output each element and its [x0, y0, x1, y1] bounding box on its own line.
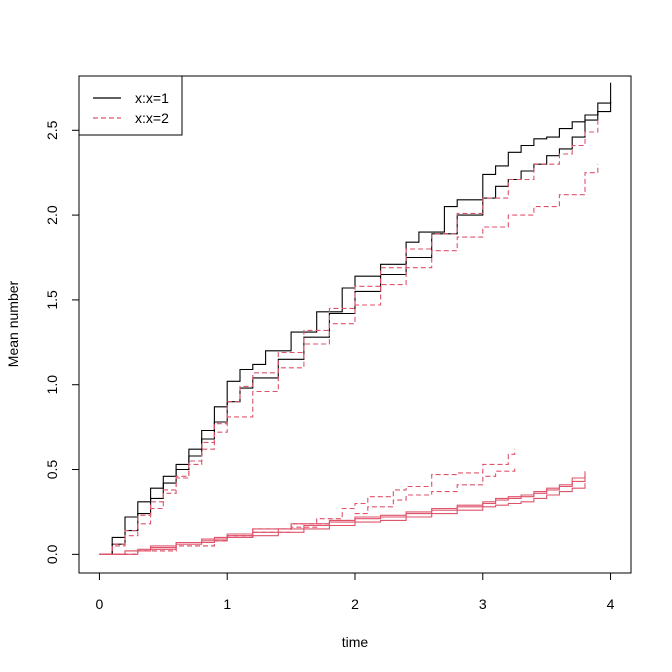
x-tick-label: 0 — [96, 596, 104, 612]
legend: x:x=1 x:x=2 — [78, 75, 183, 136]
y-axis: 0.0 0.5 1.0 1.5 2.0 2.5 — [44, 120, 80, 564]
y-tick-label: 0.5 — [44, 460, 60, 480]
series-line — [99, 118, 599, 555]
x-tick-label: 2 — [351, 596, 359, 612]
x-tick-label: 3 — [479, 596, 487, 612]
series-line — [99, 467, 516, 555]
y-tick-label: 2.5 — [44, 120, 60, 140]
x-tick-label: 4 — [607, 596, 615, 612]
legend-label-x2: x:x=2 — [135, 110, 169, 126]
x-tick-label: 1 — [223, 596, 231, 612]
y-axis-label: Mean number — [5, 280, 21, 367]
y-tick-label: 1.0 — [44, 375, 60, 395]
series-line — [99, 164, 599, 555]
x-axis: 0 1 2 3 4 — [96, 572, 615, 612]
y-tick-label: 0.0 — [44, 544, 60, 564]
y-tick-label: 1.5 — [44, 290, 60, 310]
legend-box — [78, 75, 183, 136]
x-axis-label: time — [342, 634, 369, 650]
legend-label-x1: x:x=1 — [135, 90, 169, 106]
y-tick-label: 2.0 — [44, 205, 60, 225]
series-line — [99, 483, 586, 555]
series-layer — [99, 82, 612, 555]
